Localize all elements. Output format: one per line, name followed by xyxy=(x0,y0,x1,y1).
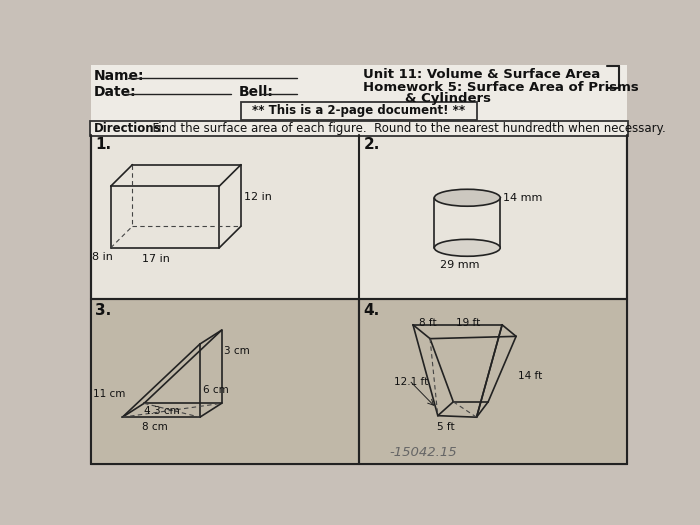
Ellipse shape xyxy=(434,239,500,256)
Text: 29 mm: 29 mm xyxy=(440,260,480,270)
Text: 12 in: 12 in xyxy=(244,192,272,202)
Text: 11 cm: 11 cm xyxy=(93,388,125,398)
Text: 8 cm: 8 cm xyxy=(141,422,167,432)
Text: 14 mm: 14 mm xyxy=(503,193,542,203)
Text: 19 ft: 19 ft xyxy=(456,318,480,328)
FancyBboxPatch shape xyxy=(241,101,477,120)
Ellipse shape xyxy=(434,190,500,206)
Text: 14 ft: 14 ft xyxy=(519,371,543,381)
Text: & Cylinders: & Cylinders xyxy=(405,92,491,105)
Text: -15042.15: -15042.15 xyxy=(390,446,457,459)
Text: 3 cm: 3 cm xyxy=(224,345,250,355)
Text: Find the surface area of each figure.  Round to the nearest hundredth when neces: Find the surface area of each figure. Ro… xyxy=(145,122,666,135)
Text: 1.: 1. xyxy=(95,137,111,152)
Text: Directions:: Directions: xyxy=(94,122,166,135)
Text: 12.1 ft: 12.1 ft xyxy=(393,377,428,387)
FancyBboxPatch shape xyxy=(90,135,627,464)
Text: 6 cm: 6 cm xyxy=(203,385,229,395)
Text: 4.3 cm: 4.3 cm xyxy=(144,406,180,416)
Text: Bell:: Bell: xyxy=(239,85,274,99)
Text: 8 ft: 8 ft xyxy=(419,318,437,328)
Text: ** This is a 2-page document! **: ** This is a 2-page document! ** xyxy=(252,104,466,117)
Text: Unit 11: Volume & Surface Area: Unit 11: Volume & Surface Area xyxy=(363,68,600,81)
Text: 4.: 4. xyxy=(363,303,379,318)
Text: Name:: Name: xyxy=(94,69,144,83)
Text: 3.: 3. xyxy=(95,303,111,318)
Text: Homework 5: Surface Area of Prisms: Homework 5: Surface Area of Prisms xyxy=(363,81,638,94)
Text: Date:: Date: xyxy=(94,85,136,99)
FancyBboxPatch shape xyxy=(90,121,628,136)
FancyBboxPatch shape xyxy=(90,299,627,464)
Text: 8 in: 8 in xyxy=(92,251,113,261)
FancyBboxPatch shape xyxy=(90,65,627,142)
Text: 17 in: 17 in xyxy=(141,254,169,264)
Text: 5 ft: 5 ft xyxy=(437,422,454,432)
Text: 2.: 2. xyxy=(363,137,380,152)
